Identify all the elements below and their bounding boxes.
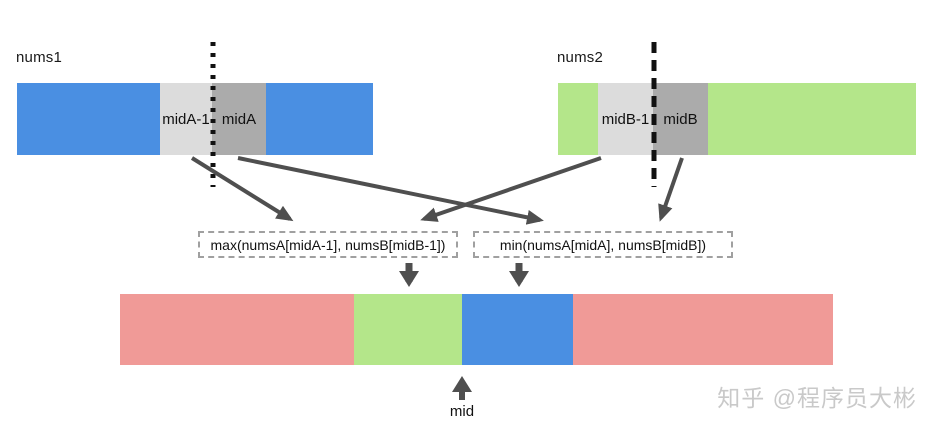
min-formula-text: min(numsA[midA], numsB[midB]) xyxy=(499,236,707,253)
nums2-right-segment xyxy=(708,83,916,155)
nums1-bar: midA-1 midA xyxy=(17,83,373,155)
midA-label: midA xyxy=(221,110,257,128)
merged-blue-segment xyxy=(462,294,573,365)
midB-label: midB xyxy=(663,110,698,128)
nums1-left-segment xyxy=(17,83,160,155)
arrow-midB-1-to-max xyxy=(420,156,602,222)
merged-bar xyxy=(120,294,833,365)
nums1-label: nums1 xyxy=(16,49,63,66)
midA-minus-1-cell: midA-1 xyxy=(160,83,212,155)
nums1-right-segment xyxy=(266,83,373,155)
merged-right-pink-segment xyxy=(573,294,833,365)
watermark: 知乎 @程序员大彬 xyxy=(717,385,917,411)
arrow-midA-to-min xyxy=(237,156,544,225)
nums2-left-segment xyxy=(558,83,598,155)
mid-label: mid xyxy=(449,403,475,420)
midA-minus-1-label: midA-1 xyxy=(162,110,210,128)
arrow-midA-1-to-max xyxy=(190,156,294,222)
nums2-label: nums2 xyxy=(557,49,604,66)
max-formula-box: max(numsA[midA-1], numsB[midB-1]) xyxy=(198,231,458,258)
midA-cell: midA xyxy=(212,83,266,155)
midB-minus-1-cell: midB-1 xyxy=(598,83,653,155)
min-formula-box: min(numsA[midA], numsB[midB]) xyxy=(473,231,733,258)
nums2-bar: midB-1 midB xyxy=(558,83,916,155)
midB-minus-1-label: midB-1 xyxy=(601,110,650,128)
merged-left-pink-segment xyxy=(120,294,354,365)
merged-green-segment xyxy=(354,294,462,365)
arrow-midB-to-min xyxy=(658,157,684,222)
midB-cell: midB xyxy=(653,83,708,155)
max-formula-text: max(numsA[midA-1], numsB[midB-1]) xyxy=(210,236,446,253)
